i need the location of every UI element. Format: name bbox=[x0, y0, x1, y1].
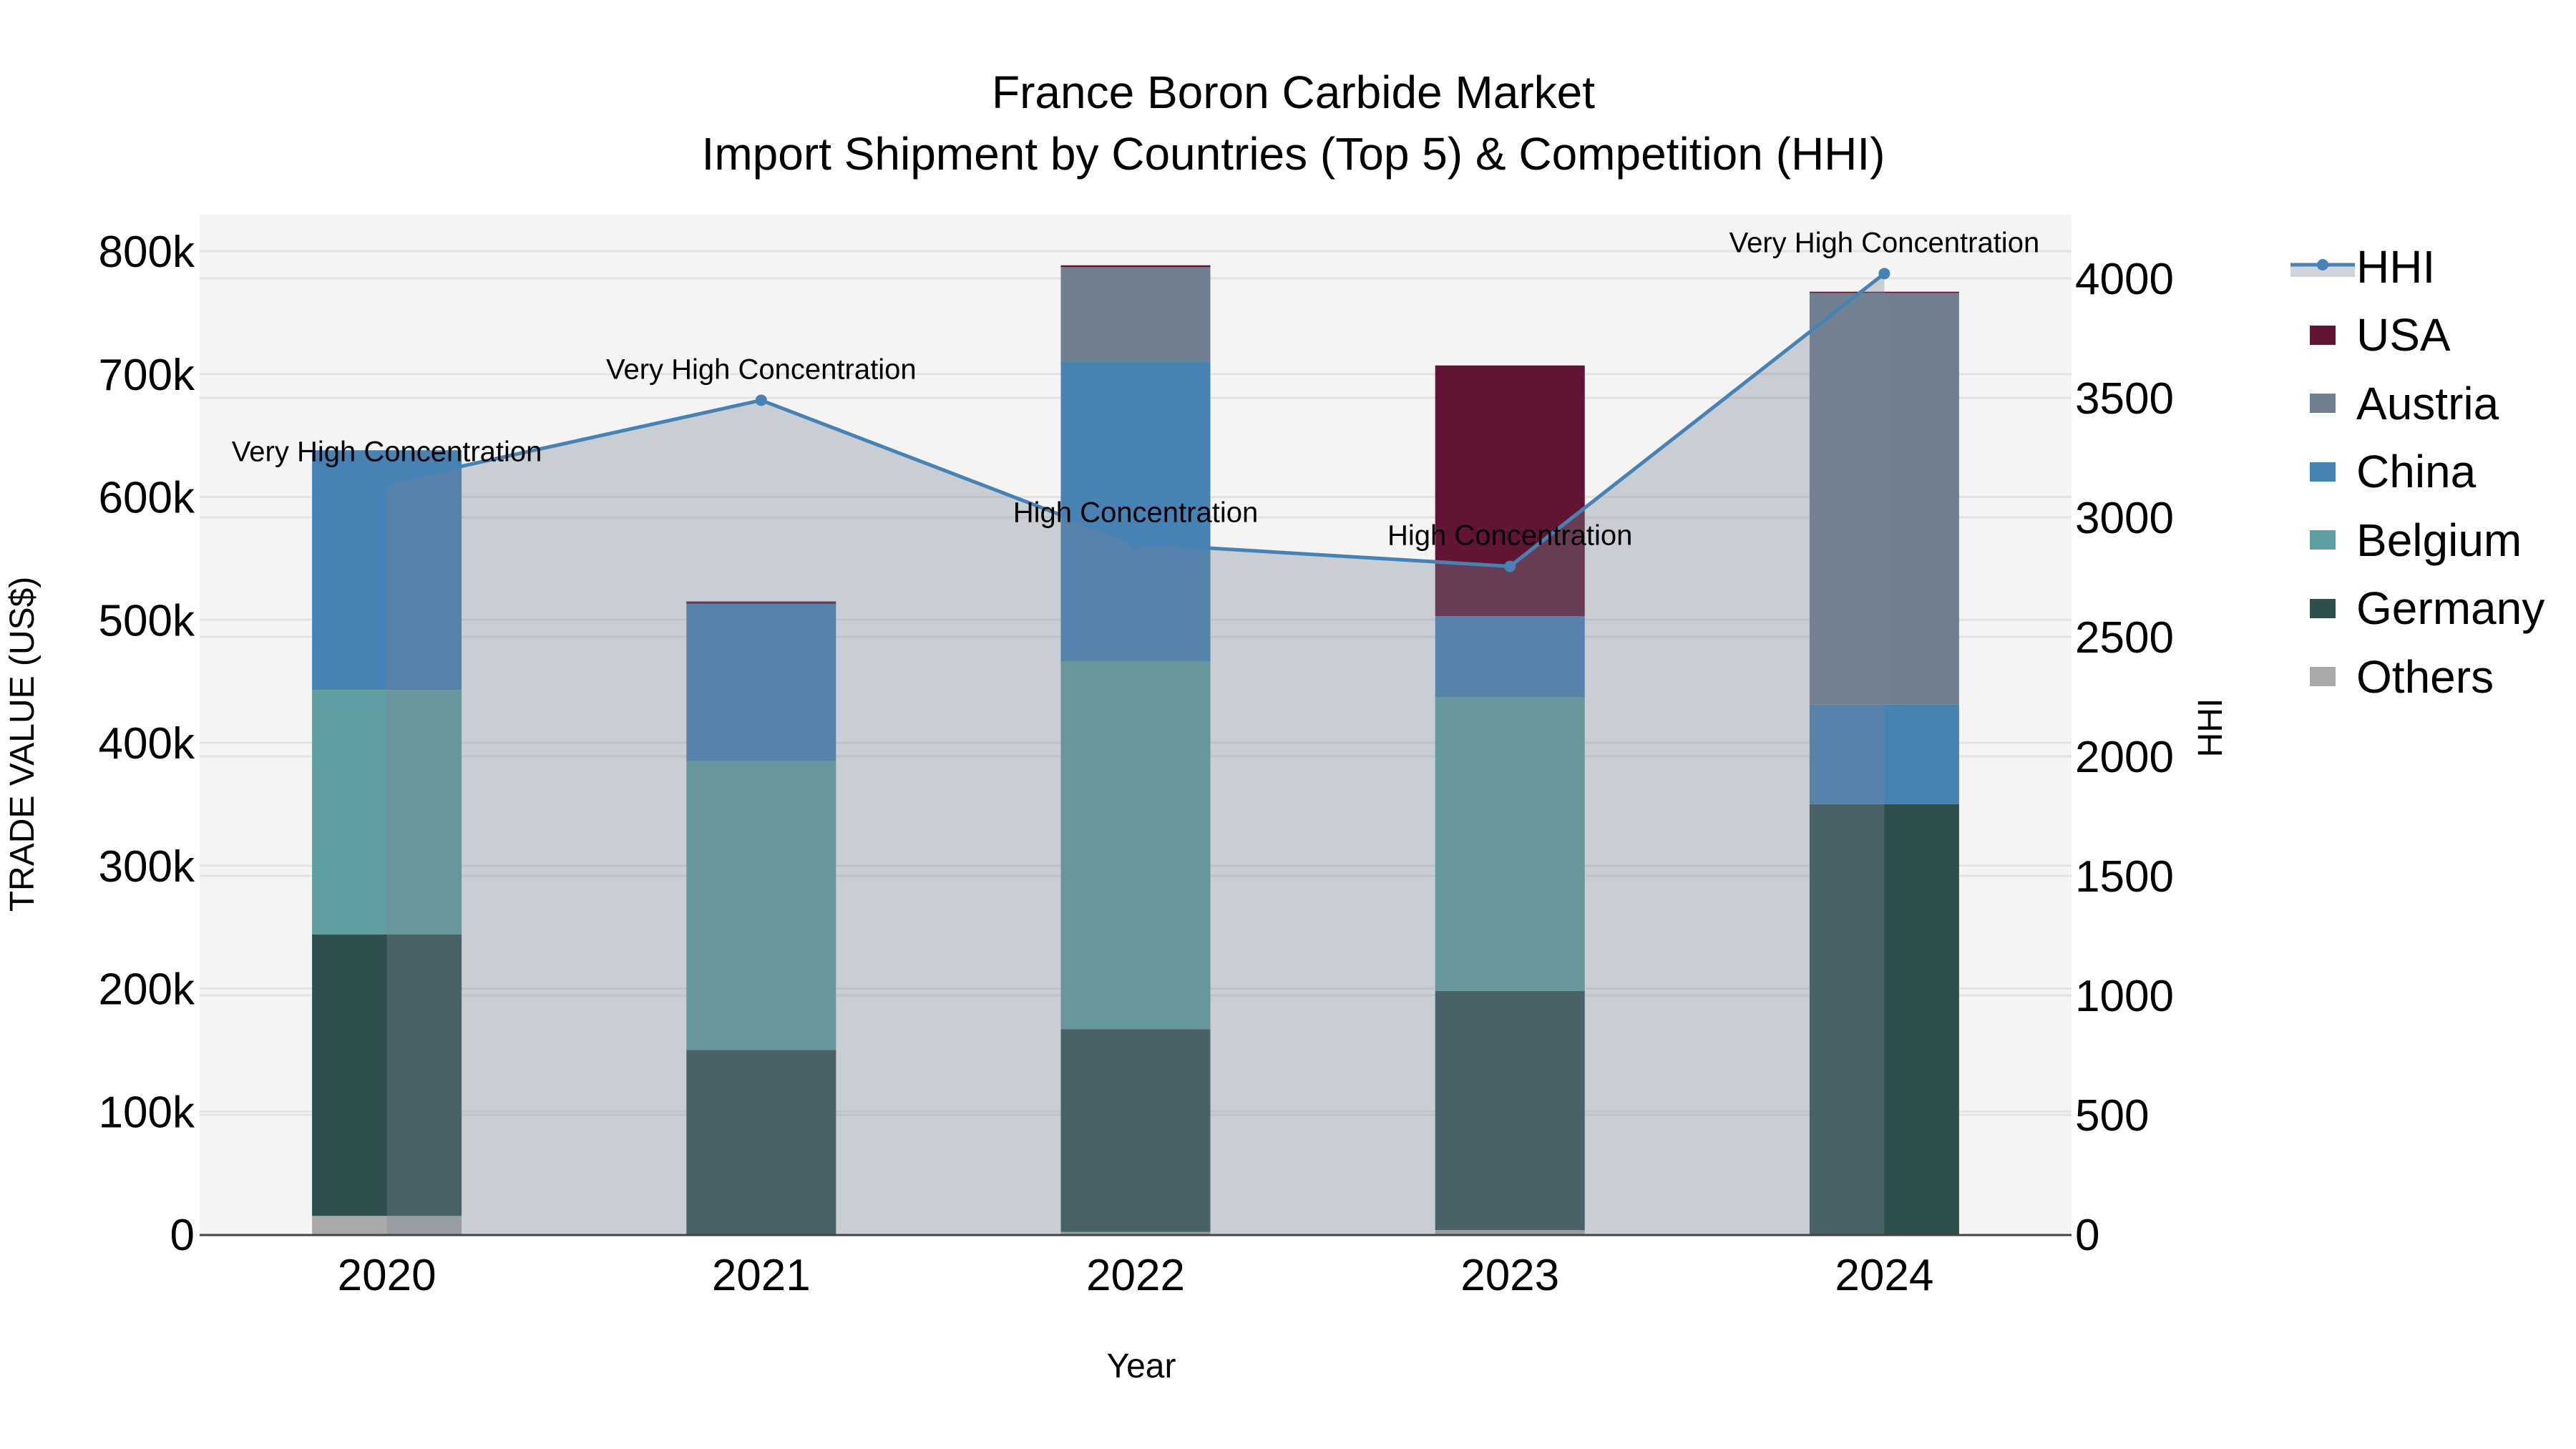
hhi-annotation: Very High Concentration bbox=[1729, 227, 2040, 258]
chart-title: France Boron Carbide Market bbox=[991, 67, 1596, 118]
swatch-icon bbox=[2310, 667, 2336, 687]
bar-segment-china[interactable] bbox=[1060, 361, 1211, 662]
bar-segment-austria[interactable] bbox=[1809, 293, 1959, 705]
legend-label: USA bbox=[2356, 309, 2451, 361]
bar-segment-usa[interactable] bbox=[1809, 291, 1959, 293]
bar-segment-germany[interactable] bbox=[686, 1050, 836, 1234]
y-left-tick-label: 100k bbox=[99, 1088, 195, 1137]
bar-segment-belgium[interactable] bbox=[1435, 697, 1585, 991]
bar-segment-austria[interactable] bbox=[1060, 267, 1211, 362]
y-right-tick-label: 3000 bbox=[2075, 494, 2174, 543]
chart-subtitle: Import Shipment by Countries (Top 5) & C… bbox=[701, 128, 1885, 180]
bar-segment-belgium[interactable] bbox=[312, 690, 462, 935]
legend-label: Germany bbox=[2356, 582, 2545, 635]
y-right-tick-label: 1000 bbox=[2075, 972, 2174, 1021]
bar-segment-germany[interactable] bbox=[1809, 804, 1959, 1234]
left-axis-ticks: 0 100k 200k 300k 400k 500k 600k 700k 800k bbox=[99, 228, 195, 1260]
x-axis-title: Year bbox=[1107, 1347, 1176, 1385]
bar-segment-china[interactable] bbox=[312, 450, 462, 691]
right-axis-ticks: 0 500 1000 1500 2000 2500 3000 3500 4000 bbox=[2075, 255, 2174, 1260]
hhi-marker[interactable] bbox=[1130, 537, 1141, 550]
legend-label: HHI bbox=[2356, 240, 2436, 293]
hhi-marker[interactable] bbox=[1878, 268, 1890, 280]
swatch-icon bbox=[2310, 325, 2336, 345]
swatch-icon bbox=[2310, 598, 2336, 618]
x-axis-ticks: 2020 2021 2022 2023 2024 bbox=[338, 1251, 1934, 1300]
y-right-tick-label: 2500 bbox=[2075, 613, 2174, 663]
x-tick-label: 2021 bbox=[712, 1251, 811, 1300]
y-right-tick-label: 500 bbox=[2075, 1091, 2149, 1141]
hhi-marker[interactable] bbox=[381, 477, 393, 489]
y-left-tick-label: 700k bbox=[99, 351, 195, 400]
y-right-axis-title: HHI bbox=[2192, 698, 2230, 758]
y-left-tick-label: 200k bbox=[99, 965, 195, 1015]
legend-label: Belgium bbox=[2356, 514, 2522, 566]
hhi-marker[interactable] bbox=[1504, 560, 1516, 572]
stacked-bars bbox=[312, 265, 1959, 1234]
hhi-annotation: High Concentration bbox=[1013, 497, 1258, 529]
hhi-annotation: Very High Concentration bbox=[232, 436, 542, 468]
hhi-annotation: Very High Concentration bbox=[606, 353, 917, 385]
bar-segment-others[interactable] bbox=[1060, 1231, 1211, 1234]
legend-label: Others bbox=[2356, 650, 2494, 703]
hhi-marker[interactable] bbox=[755, 394, 767, 406]
x-tick-label: 2020 bbox=[338, 1251, 436, 1300]
bar-segment-belgium[interactable] bbox=[686, 761, 836, 1050]
y-left-axis-title: TRADE VALUE (US$) bbox=[4, 577, 42, 912]
swatch-icon bbox=[2310, 530, 2336, 550]
bar-segment-usa[interactable] bbox=[686, 601, 836, 604]
swatch-icon bbox=[2310, 462, 2336, 482]
y-left-tick-label: 300k bbox=[99, 842, 195, 892]
hhi-area bbox=[386, 273, 1885, 1234]
bar-segment-others[interactable] bbox=[1435, 1229, 1585, 1234]
x-tick-label: 2022 bbox=[1086, 1251, 1185, 1300]
bar-segment-germany[interactable] bbox=[312, 934, 462, 1216]
swatch-icon bbox=[2310, 394, 2336, 414]
bar-segment-usa[interactable] bbox=[1435, 365, 1585, 617]
y-left-tick-label: 800k bbox=[99, 228, 195, 277]
legend-label: China bbox=[2356, 446, 2477, 498]
y-left-tick-label: 500k bbox=[99, 596, 195, 645]
y-right-tick-label: 4000 bbox=[2075, 255, 2174, 304]
x-tick-label: 2024 bbox=[1835, 1251, 1933, 1300]
bar-segment-others[interactable] bbox=[312, 1216, 462, 1234]
x-tick-label: 2023 bbox=[1460, 1251, 1559, 1300]
bar-segment-germany[interactable] bbox=[1060, 1029, 1211, 1232]
hhi-series: Very High Concentration Very High Concent… bbox=[232, 227, 2039, 1234]
bar-segment-usa[interactable] bbox=[1060, 265, 1211, 268]
y-right-tick-label: 3500 bbox=[2075, 374, 2174, 424]
line-marker-icon bbox=[2290, 258, 2355, 277]
bar-segment-china[interactable] bbox=[686, 603, 836, 761]
y-left-tick-label: 0 bbox=[170, 1211, 195, 1260]
bar-segment-china[interactable] bbox=[1435, 616, 1585, 698]
bar-segment-belgium[interactable] bbox=[1060, 661, 1211, 1030]
y-left-tick-label: 600k bbox=[99, 474, 195, 523]
legend-label: Austria bbox=[2356, 377, 2499, 429]
y-left-tick-label: 400k bbox=[99, 719, 195, 769]
y-right-tick-label: 2000 bbox=[2075, 733, 2174, 782]
y-right-tick-label: 1500 bbox=[2075, 852, 2174, 902]
hhi-annotation: High Concentration bbox=[1387, 519, 1632, 551]
y-right-tick-label: 0 bbox=[2075, 1211, 2099, 1260]
bar-segment-germany[interactable] bbox=[1435, 990, 1585, 1230]
bar-segment-china[interactable] bbox=[1809, 704, 1959, 804]
